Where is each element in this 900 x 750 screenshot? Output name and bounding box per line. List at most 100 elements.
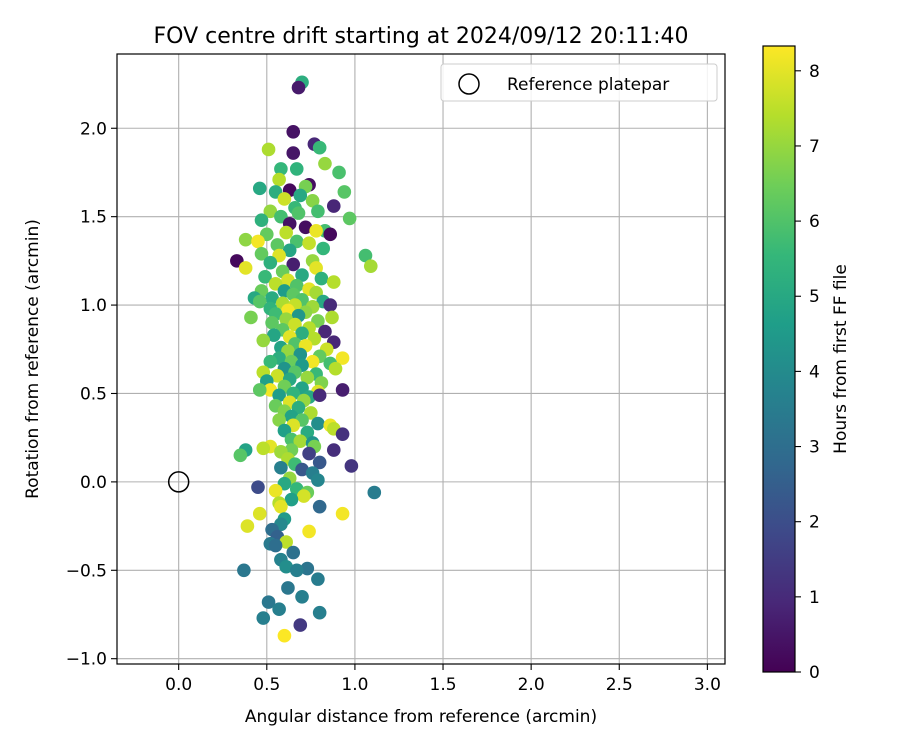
data-point [328,361,343,376]
data-point [274,460,288,475]
data-point [312,140,327,155]
y-axis-ticks: −1.0 −0.5 0.0 0.5 1.0 1.5 2.0 [66,119,117,670]
data-point [252,181,267,196]
data-point [309,261,323,275]
y-tick-label: 0.5 [80,384,107,404]
reference-marker [167,471,190,493]
data-point [268,538,283,553]
x-tick-label: 0.0 [165,675,192,695]
data-point [274,162,288,176]
data-point [277,192,292,206]
y-tick-label: 0.0 [80,473,107,493]
x-tick-label: 2.0 [518,675,545,695]
data-point [270,368,285,383]
data-point [311,572,325,586]
data-point [279,559,293,574]
data-point [337,185,352,199]
data-point [286,545,301,560]
y-tick-label: 1.5 [80,208,107,228]
colorbar-tick-label: 6 [809,212,820,232]
data-point [293,434,308,449]
data-point [298,220,313,235]
data-point [263,354,278,369]
data-point [316,241,330,256]
data-point [297,489,311,503]
data-point [291,206,306,220]
data-point [358,248,373,263]
data-point [326,199,341,213]
data-point [238,261,253,275]
y-axis-label: Rotation from reference (arcmin) [23,219,43,499]
data-point [295,268,309,282]
data-point [286,257,301,272]
data-point [282,243,297,258]
data-point [268,483,283,498]
data-point [291,80,306,95]
data-point [332,165,346,180]
x-tick-label: 2.5 [606,675,633,695]
data-point [254,246,269,261]
data-point [263,204,278,219]
data-point [270,238,285,252]
y-tick-label: 2.0 [80,119,107,139]
data-point [302,524,316,539]
data-point [244,310,258,325]
data-point [240,519,255,533]
data-point [258,269,272,284]
data-point [323,298,338,312]
colorbar-tick-label: 4 [809,362,820,382]
colorbar-tick-label: 5 [809,287,820,307]
data-point [367,485,382,500]
data-point [311,416,325,431]
data-point [312,499,327,514]
colorbar-tick-label: 2 [809,513,820,533]
data-point [277,628,292,643]
data-point [272,413,286,427]
data-point [237,563,251,578]
data-point [286,124,301,139]
x-tick-label: 3.0 [694,675,721,695]
data-point [312,388,327,403]
data-point [302,446,316,461]
data-point [289,563,304,578]
data-point [252,506,267,521]
data-point [318,324,332,339]
data-point [326,275,341,289]
data-point [272,602,286,616]
data-point [344,459,359,473]
data-point [309,224,323,238]
data-point [272,388,286,403]
chart-title: FOV centre drift starting at 2024/09/12 … [154,24,689,49]
data-point [305,354,320,369]
data-point [238,232,253,247]
data-point [286,146,301,160]
data-point [263,255,278,270]
plot-frame [116,53,726,665]
data-point [363,259,378,273]
data-point [265,315,279,330]
data-point [256,333,271,348]
colorbar-tick-label: 8 [809,62,820,82]
y-tick-label: −0.5 [66,561,107,581]
data-point [295,462,309,477]
data-point [323,227,338,242]
x-tick-label: 0.5 [253,675,280,695]
legend-box [440,63,718,102]
x-tick-label: 1.5 [430,675,457,695]
data-point [254,213,269,228]
legend-reference-marker [458,73,480,95]
data-point [281,581,295,595]
grid-lines [117,54,725,664]
data-point [295,590,309,604]
data-point [335,383,350,397]
data-point [335,506,350,521]
data-point [284,492,299,507]
data-point [252,383,267,397]
colorbar-tick-label: 1 [809,588,820,608]
data-point [312,605,327,620]
data-point [279,535,293,549]
legend: Reference platepar [440,63,718,102]
colorbar-tick-label: 7 [809,137,820,157]
